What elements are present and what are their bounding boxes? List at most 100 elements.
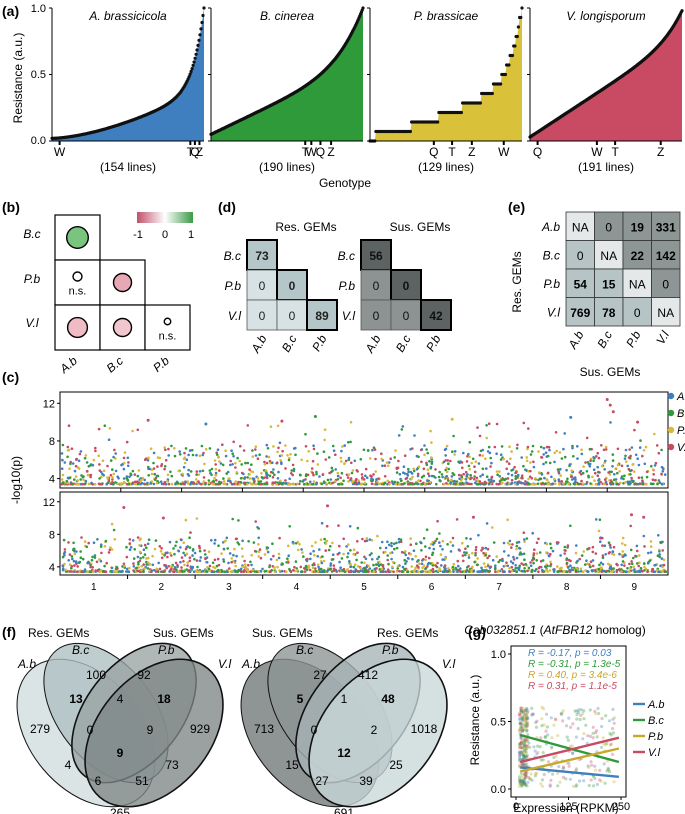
snp-point: [520, 474, 524, 478]
snp-point: [579, 469, 583, 473]
panel-e-row-label: V.l: [547, 306, 560, 320]
snp-point: [114, 452, 117, 455]
snp-point: [382, 570, 385, 573]
snp-point: [498, 475, 502, 478]
sus-gem-cell-value: 56: [369, 249, 383, 263]
snp-peak: [569, 415, 573, 419]
snp-point: [424, 545, 427, 548]
snp-point: [596, 451, 599, 455]
snp-point: [431, 570, 435, 573]
snp-point: [427, 556, 431, 560]
snp-point: [475, 476, 479, 480]
scatter-point: [517, 777, 522, 782]
line-point: [197, 38, 201, 42]
snp-point: [141, 556, 145, 559]
snp-point: [166, 480, 169, 483]
snp-point: [487, 422, 491, 426]
line-point: [516, 25, 521, 29]
scatter-point: [587, 783, 591, 788]
snp-point: [67, 541, 70, 544]
scatter-point: [519, 746, 523, 750]
snp-point: [427, 570, 431, 573]
snp-point: [528, 475, 532, 479]
snp-point: [87, 482, 91, 486]
snp-point: [550, 475, 553, 479]
snp-point: [152, 451, 156, 455]
panel-b-legend-tick-0: 0: [162, 229, 168, 241]
snp-point: [352, 570, 355, 573]
snp-point: [573, 480, 577, 484]
panel-a-ytick-0: 0.0: [31, 135, 46, 147]
snp-point: [529, 561, 532, 564]
snp-point: [362, 478, 366, 481]
snp-point: [614, 467, 617, 470]
line-point: [201, 13, 205, 18]
snp-point: [72, 559, 76, 563]
snp-point: [600, 569, 604, 572]
snp-point: [646, 570, 649, 573]
snp-point: [186, 482, 190, 485]
snp-point: [140, 478, 143, 482]
snp-point: [505, 460, 509, 463]
snp-point: [363, 561, 366, 565]
scatter-point: [604, 714, 608, 718]
snp-point: [298, 473, 302, 477]
snp-point: [207, 481, 211, 485]
snp-point: [349, 420, 353, 424]
snp-point: [485, 467, 488, 470]
snp-point: [425, 448, 428, 451]
snp-point: [404, 550, 407, 553]
snp-point: [92, 541, 96, 544]
res-gem-cell-box: [246, 239, 278, 271]
snp-point: [624, 460, 628, 463]
snp-point: [502, 541, 506, 545]
snp-point: [457, 564, 460, 568]
snp-point: [222, 480, 226, 483]
snp-point: [173, 454, 177, 458]
snp-point: [244, 461, 247, 465]
snp-point: [658, 553, 661, 556]
snp-point: [520, 553, 524, 556]
snp-point: [548, 569, 552, 572]
snp-point: [392, 482, 395, 486]
snp-point: [113, 570, 116, 573]
scatter-point: [520, 773, 525, 777]
snp-point: [498, 470, 501, 473]
snp-point: [147, 474, 150, 477]
snp-point: [92, 458, 96, 462]
snp-point: [168, 551, 172, 555]
snp-point: [216, 448, 220, 452]
snp-point: [163, 569, 167, 572]
scatter-legend-label: P.b: [648, 731, 663, 743]
snp-point: [278, 536, 281, 540]
snp-point: [518, 546, 521, 550]
snp-point: [224, 449, 227, 453]
scatter-point: [536, 744, 540, 748]
snp-point: [326, 478, 330, 482]
panel-a-ytick-05: 0.5: [31, 69, 46, 81]
snp-point: [211, 561, 215, 565]
snp-point: [234, 564, 237, 568]
snp-point: [596, 570, 600, 573]
scatter-point: [605, 741, 609, 746]
snp-point: [66, 455, 69, 459]
panel-e-cell-box: [651, 268, 681, 298]
snp-point: [181, 570, 184, 573]
venn-left-label-left: Res. GEMs: [28, 626, 89, 640]
snp-point: [565, 480, 568, 483]
scatter-point: [540, 717, 544, 721]
snp-point: [543, 476, 546, 480]
snp-point: [89, 475, 92, 479]
snp-point: [329, 478, 333, 481]
snp-point: [544, 482, 547, 485]
snp-point: [549, 546, 553, 550]
scatter-point: [609, 743, 613, 747]
snp-point: [246, 476, 249, 479]
snp-point: [626, 464, 629, 468]
snp-point: [332, 569, 336, 572]
snp-point: [150, 472, 154, 476]
snp-point: [451, 536, 455, 540]
snp-point: [248, 477, 252, 480]
snp-point: [347, 456, 351, 460]
